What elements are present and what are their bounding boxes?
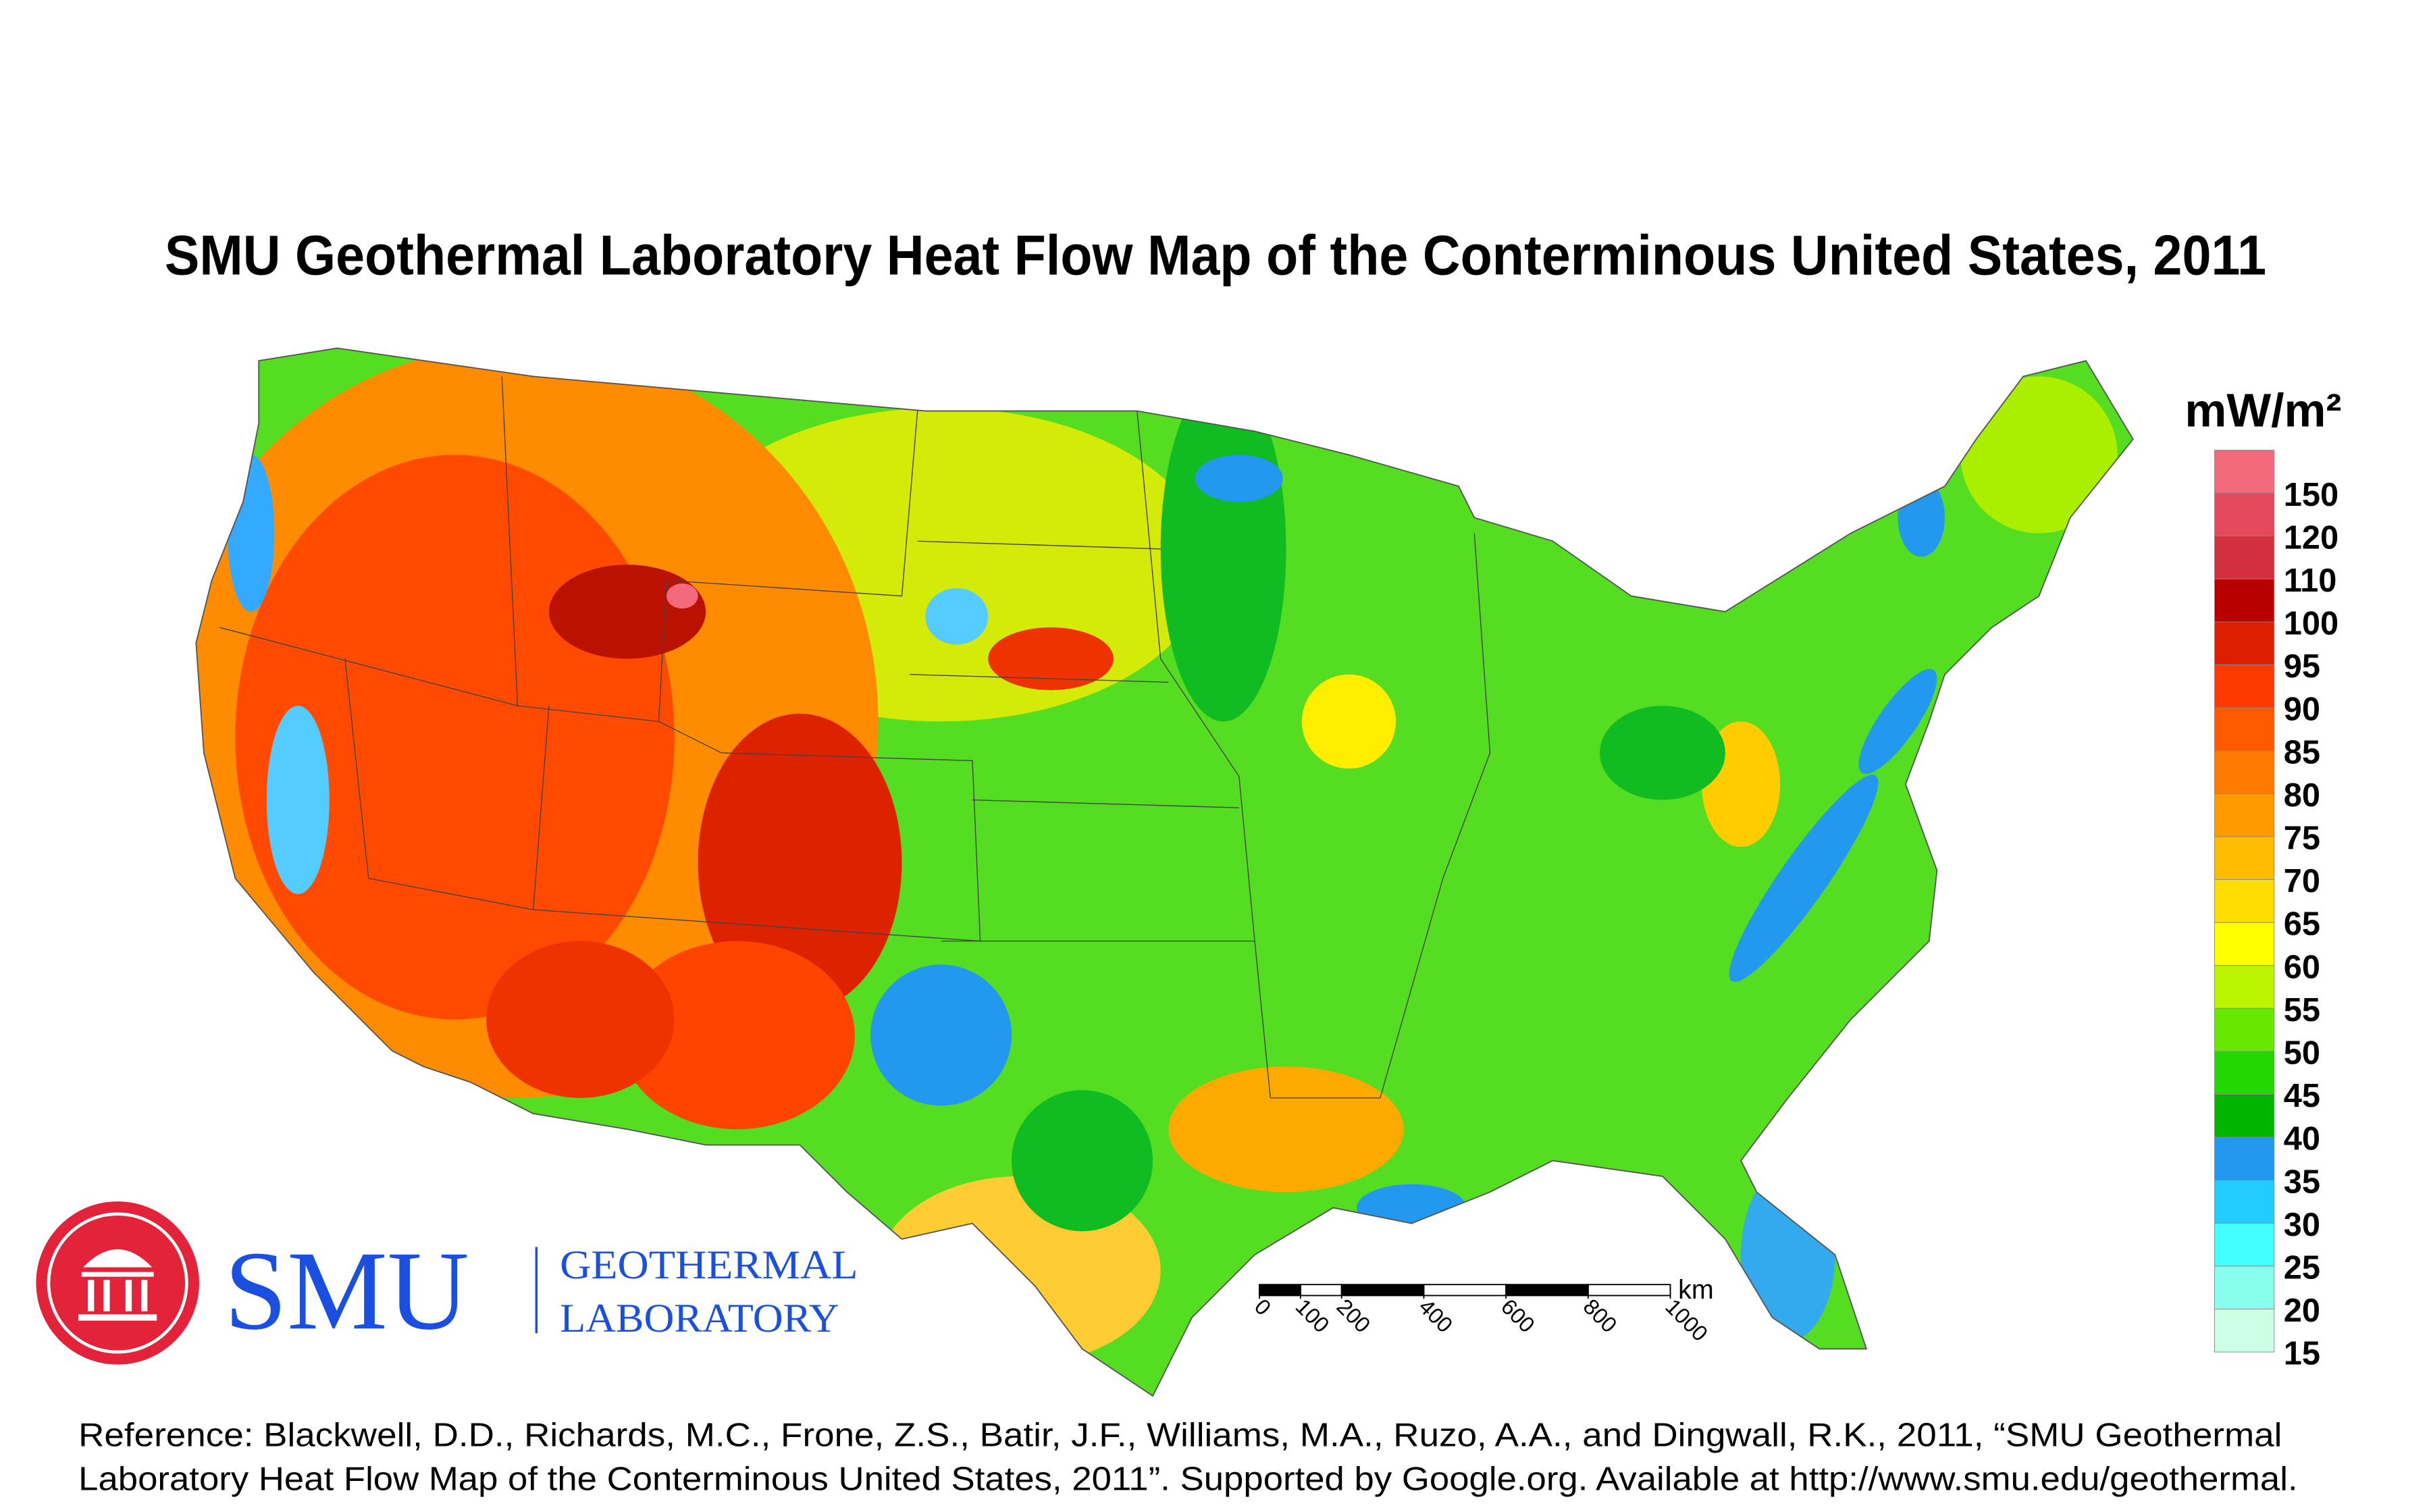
legend-label: 100 — [2284, 606, 2338, 642]
legend-swatch — [2214, 450, 2275, 494]
logo-seal-ring — [47, 1212, 188, 1354]
legend-label: 20 — [2284, 1293, 2320, 1329]
legend-label: 60 — [2284, 949, 2320, 985]
scale-label: 800 — [1579, 1295, 1622, 1338]
map-zone — [486, 941, 675, 1098]
legend-label: 80 — [2284, 777, 2320, 814]
logo-building — [78, 1249, 157, 1321]
legend-swatch — [2214, 536, 2275, 579]
legend-swatch — [2214, 664, 2275, 708]
logo-seal — [36, 1201, 199, 1365]
map-zone — [619, 941, 855, 1130]
map-zone — [1741, 1168, 1835, 1341]
map-zone — [666, 583, 698, 609]
scale-segment — [1423, 1284, 1507, 1297]
map-zone — [1729, 775, 1879, 983]
legend-label: 50 — [2284, 1035, 2320, 1071]
legend-swatch — [2214, 1222, 2275, 1267]
map-zone — [1195, 454, 1283, 502]
canvas: SMU Geothermal Laboratory Heat Flow Map … — [36, 223, 2342, 1497]
legend-label: 30 — [2284, 1207, 2320, 1243]
scale-segment — [1587, 1284, 1671, 1297]
scale-segment — [1505, 1284, 1589, 1297]
legend-label: 55 — [2284, 992, 2320, 1028]
map-zone — [1960, 376, 2118, 533]
legend-swatch — [2214, 1094, 2275, 1138]
legend-swatch — [2214, 750, 2275, 794]
scale-unit: km — [1678, 1275, 1714, 1305]
map-zone — [988, 627, 1114, 690]
legend-label: 70 — [2284, 863, 2320, 900]
legend-label: 95 — [2284, 648, 2320, 685]
legend-swatch — [2214, 922, 2275, 966]
map-zone — [266, 706, 330, 894]
map-zone — [1012, 1090, 1153, 1232]
map-zone — [227, 454, 275, 612]
legend-swatch — [2214, 879, 2275, 923]
logo-line: LABORATORY — [560, 1296, 839, 1341]
scale-label: 400 — [1414, 1295, 1457, 1338]
scale-label: 600 — [1496, 1295, 1540, 1338]
reference-text: Reference: Blackwell, D.D., Richards, M.… — [78, 1417, 2282, 1453]
map-zone — [1168, 1066, 1404, 1193]
legend-swatch — [2214, 793, 2275, 837]
map-zone — [870, 964, 1012, 1106]
legend-label: 75 — [2284, 820, 2320, 857]
scale-segment — [1340, 1284, 1425, 1297]
legend-swatch — [2214, 1137, 2275, 1181]
state-lines — [219, 376, 1491, 1099]
legend-swatch — [2214, 1180, 2275, 1224]
scale-label: 200 — [1332, 1295, 1376, 1338]
legend-swatch — [2214, 836, 2275, 881]
logo-line: GEOTHERMAL — [560, 1243, 858, 1288]
legend-swatch — [2214, 1008, 2275, 1052]
legend-label: 25 — [2284, 1249, 2320, 1286]
legend-label: 40 — [2284, 1121, 2320, 1157]
map-zone — [1160, 376, 1286, 722]
legend-unit: mW/m² — [2185, 384, 2341, 437]
map-title: SMU Geothermal Laboratory Heat Flow Map … — [165, 223, 2266, 286]
legend-swatch — [2214, 707, 2275, 752]
logo: SMU GEOTHERMAL LABORATORY — [36, 1201, 858, 1365]
logo-name: SMU — [224, 1228, 469, 1353]
legend-label: 150 — [2284, 477, 2338, 513]
scale-label: 0 — [1250, 1295, 1276, 1320]
map-zone — [925, 588, 989, 645]
reference-text: Laboratory Heat Flow Map of the Contermi… — [78, 1461, 2297, 1497]
legend-label: 45 — [2284, 1078, 2320, 1114]
map-zone — [1301, 674, 1396, 769]
legend-swatch — [2214, 1309, 2275, 1353]
map-outline — [195, 347, 2134, 1397]
legend-label: 85 — [2284, 734, 2320, 771]
map-zone — [548, 565, 706, 659]
map-zone — [1600, 706, 1725, 800]
map-zone — [1858, 669, 1937, 775]
scale-label: 100 — [1291, 1295, 1334, 1338]
legend-label: 65 — [2284, 906, 2320, 943]
map-zone — [698, 713, 902, 1012]
legend-label: 120 — [2284, 519, 2338, 556]
legend-label: 15 — [2284, 1336, 2320, 1372]
legend: 150 120 110 100 95 90 85 80 75 70 65 60 55 50 45 40 35 30… — [2214, 450, 2338, 1372]
legend-swatch — [2214, 965, 2275, 1009]
legend-label: 35 — [2284, 1164, 2320, 1200]
legend-label: 110 — [2284, 563, 2337, 599]
scale-segment — [1259, 1284, 1301, 1297]
legend-swatch — [2214, 578, 2275, 623]
scale-segment — [1299, 1284, 1342, 1297]
legend-swatch — [2214, 492, 2275, 537]
legend-swatch — [2214, 1051, 2275, 1095]
legend-swatch — [2214, 1266, 2275, 1309]
legend-label: 90 — [2284, 692, 2320, 728]
legend-swatch — [2214, 621, 2275, 666]
